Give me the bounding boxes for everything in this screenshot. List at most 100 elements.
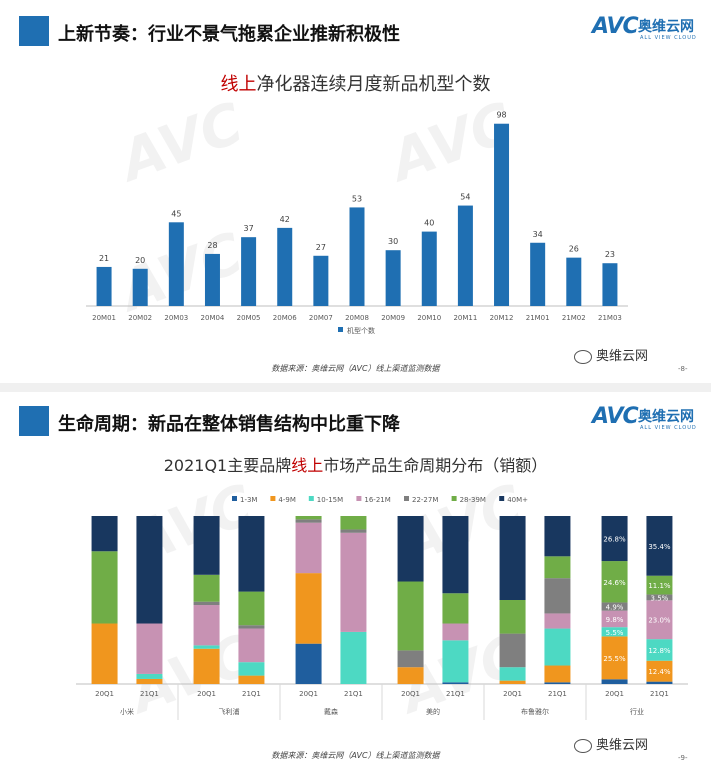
x-tick-20M04: 20M04 [201, 314, 225, 322]
segment-小米-21Q1-10-15M [136, 673, 163, 679]
segment-小米-20Q1-40M+ [91, 516, 118, 552]
wechat-icon [574, 738, 592, 753]
wechat-icon [574, 349, 592, 364]
data-source-note: 数据来源：奥维云网（AVC）线上渠道监测数据 [271, 751, 440, 760]
x-tick-21M01: 21M01 [526, 314, 550, 322]
bar-20M01 [96, 266, 112, 306]
segment-布鲁雅尔-21Q1-4-9M [544, 665, 571, 683]
segment-美的-20Q1-40M+ [397, 516, 424, 582]
segment-布鲁雅尔-20Q1-22-27M [499, 633, 526, 668]
data-label-20M06: 42 [280, 215, 290, 224]
data-label-20Q1-22-27M: 4.9% [606, 604, 624, 612]
segment-行业-21Q1-10-15M [646, 639, 673, 661]
x-tick-布鲁雅尔-20Q1: 20Q1 [503, 690, 522, 698]
chart-title-rest: 净化器连续月度新品机型个数 [256, 74, 491, 95]
data-label-21Q1-4-9M: 12.4% [648, 668, 671, 676]
legend-swatch-1-3M [232, 496, 237, 501]
page-number: -8- [678, 365, 688, 373]
x-tick-21M03: 21M03 [598, 314, 622, 322]
wechat-account-label: 奥维云网 [574, 734, 648, 753]
segment-飞利浦-21Q1-40M+ [238, 516, 265, 592]
segment-美的-20Q1-28-39M [397, 581, 424, 651]
slide-page-8: 上新节奏：行业不景气拖累企业推新积极性 AVC 奥维云网 ALL VIEW CL… [0, 0, 711, 383]
segment-戴森-21Q1-10-15M [340, 631, 367, 684]
segment-飞利浦-21Q1-16-21M [238, 628, 265, 663]
legend-swatch-28-39M [451, 496, 457, 501]
chart-title: 线上净化器连续月度新品机型个数 [0, 70, 711, 96]
segment-美的-20Q1-4-9M [397, 667, 424, 684]
chart-title-highlight: 线上 [291, 456, 324, 475]
segment-飞利浦-20Q1-4-9M [193, 648, 220, 684]
segment-布鲁雅尔-21Q1-10-15M [544, 628, 571, 666]
segment-小米-20Q1-4-9M [91, 623, 118, 684]
data-label-20M08: 53 [352, 194, 362, 203]
data-label-20Q1-40M+: 26.8% [603, 536, 626, 544]
segment-行业-20Q1-40M+ [601, 516, 628, 562]
data-label-20M07: 27 [316, 243, 326, 252]
segment-行业-21Q1-40M+ [646, 516, 673, 576]
segment-飞利浦-20Q1-10-15M [193, 645, 220, 649]
segment-美的-20Q1-22-27M [397, 650, 424, 668]
segment-行业-20Q1-10-15M [601, 627, 628, 637]
segment-戴森-21Q1-16-21M [340, 532, 367, 632]
bar-21M02 [566, 257, 582, 306]
logo-mark: AVC [592, 404, 639, 429]
x-tick-美的-21Q1: 21Q1 [446, 690, 465, 698]
segment-飞利浦-21Q1-10-15M [238, 662, 265, 676]
x-tick-21M02: 21M02 [562, 314, 586, 322]
x-tick-小米-20Q1: 20Q1 [95, 690, 114, 698]
header-square-icon [19, 16, 49, 46]
avc-logo: AVC 奥维云网 ALL VIEW CLOUD [592, 14, 696, 48]
segment-布鲁雅尔-20Q1-10-15M [499, 667, 526, 681]
data-label-20Q1-4-9M: 25.5% [603, 655, 626, 663]
legend-label-22-27M: 22-27M [412, 496, 438, 504]
segment-行业-20Q1-22-27M [601, 602, 628, 611]
segment-戴森-21Q1-28-39M [340, 516, 367, 530]
bar-21M03 [602, 263, 618, 306]
chart-title-highlight: 线上 [220, 74, 257, 95]
segment-小米-21Q1-16-21M [136, 623, 163, 674]
data-label-21Q1-22-27M: 3.5% [651, 594, 669, 602]
segment-行业-20Q1-28-39M [601, 561, 628, 603]
segment-布鲁雅尔-21Q1-1-3M [544, 682, 571, 684]
segment-美的-21Q1-28-39M [442, 593, 469, 624]
segment-戴森-20Q1-22-27M [295, 519, 322, 523]
segment-小米-20Q1-28-39M [91, 551, 118, 624]
group-label-飞利浦: 飞利浦 [219, 707, 240, 716]
segment-美的-21Q1-10-15M [442, 640, 469, 683]
data-label-20M05: 37 [244, 224, 254, 233]
legend-swatch-16-21M [356, 496, 362, 501]
legend-swatch-22-27M [404, 496, 409, 501]
x-tick-20M03: 20M03 [164, 314, 188, 322]
data-label-21Q1-40M+: 35.4% [648, 543, 671, 551]
segment-飞利浦-20Q1-16-21M [193, 605, 220, 646]
x-tick-布鲁雅尔-21Q1: 21Q1 [548, 690, 567, 698]
logo-name-en: ALL VIEW CLOUD [640, 35, 697, 41]
x-tick-20M07: 20M07 [309, 314, 333, 322]
x-tick-20M05: 20M05 [237, 314, 261, 322]
x-tick-行业-21Q1: 21Q1 [650, 690, 669, 698]
x-tick-20M01: 20M01 [92, 314, 116, 322]
data-label-20M02: 20 [135, 256, 145, 265]
data-label-21Q1-10-15M: 12.8% [648, 647, 671, 655]
data-label-20M11: 54 [460, 193, 470, 202]
bar-20M11 [457, 205, 473, 306]
logo-name-en: ALL VIEW CLOUD [640, 425, 697, 431]
x-tick-行业-20Q1: 20Q1 [605, 690, 624, 698]
data-label-20Q1-16-21M: 9.8% [606, 616, 624, 624]
legend-label-1-3M: 1-3M [240, 496, 257, 504]
segment-行业-20Q1-16-21M [601, 610, 628, 628]
data-source-note: 数据来源：奥维云网（AVC）线上渠道监测数据 [271, 364, 440, 373]
legend-label-4-9M: 4-9M [278, 496, 295, 504]
data-label-20M09: 30 [388, 237, 398, 246]
segment-布鲁雅尔-21Q1-16-21M [544, 613, 571, 629]
data-label-21M01: 34 [533, 230, 543, 239]
x-tick-20M10: 20M10 [417, 314, 441, 322]
bar-20M09 [385, 250, 401, 306]
bar-21M01 [530, 242, 546, 306]
slide-page-9: 生命周期：新品在整体销售结构中比重下降 AVC 奥维云网 ALL VIEW CL… [0, 392, 711, 767]
segment-飞利浦-21Q1-28-39M [238, 591, 265, 626]
x-tick-飞利浦-21Q1: 21Q1 [242, 690, 261, 698]
x-tick-20M08: 20M08 [345, 314, 369, 322]
lifecycle-distribution-chart: 1-3M 4-9M 10-15M 16-21M 22-27M 28-39M 40M+ 20Q1… [76, 496, 688, 720]
